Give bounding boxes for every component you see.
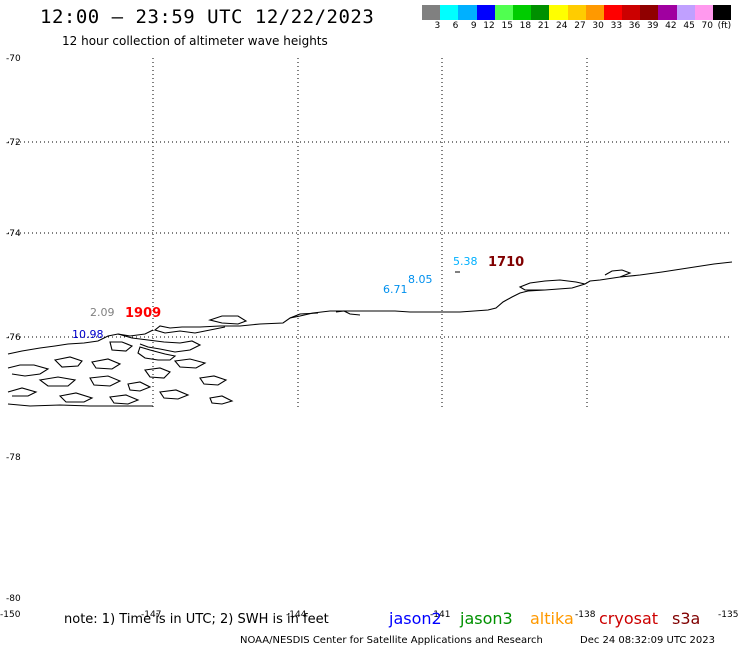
obs-value: 6.71 [383,283,408,296]
obs-value: 2.09 [90,306,115,319]
generated-timestamp: Dec 24 08:32:09 UTC 2023 [580,635,715,646]
graticule [8,58,732,408]
legend-swatch [640,5,659,20]
legend-label: 39 [646,21,659,31]
coastline [7,261,733,407]
legend-swatch [458,5,477,20]
lon-label: -141 [430,610,450,620]
credit-line: NOAA/NESDIS Center for Satellite Applica… [240,635,543,646]
legend-label: 30 [592,21,604,31]
legend-swatch [531,5,550,20]
legend-swatch [476,5,495,20]
obs-value: 5.38 [453,255,478,268]
legend-swatch [422,5,441,20]
lat-label: -72 [6,138,21,148]
legend-label: 24 [556,21,568,31]
legend-swatch [603,5,623,20]
legend-label: 70 [701,21,713,31]
legend-label: 3 [434,21,441,31]
lon-label: -144 [286,610,307,620]
satellite-altika: altika [530,609,574,628]
legend-swatch [585,5,604,20]
legend-label: 45 [683,21,695,31]
obs-time: 1710 [488,255,524,270]
obs-value: 8.05 [408,273,433,286]
observation-labels: 2.09 1909 10.98 5.38 1710 8.05 6.71 [72,255,524,341]
satellite-s3a: s3a [672,609,701,628]
lon-label: -147 [141,610,161,620]
obs-value: 10.98 [72,328,104,341]
map-title: 12:00 – 23:59 UTC 12/22/2023 [40,6,375,28]
legend-label: 18 [519,21,532,31]
longitude-labels: -150 -147 -144 -141 -138 -135 [0,610,738,620]
color-legend [422,5,732,20]
satellite-jason2: jason2 [389,609,442,628]
lat-label: -74 [6,229,21,239]
lat-label: -70 [6,54,21,64]
latitude-labels: -70 -72 -74 -76 -78 -80 [6,54,21,604]
legend-label: 33 [610,21,623,31]
legend-swatch [440,5,459,20]
legend-swatch [658,5,677,20]
lat-label: -80 [6,594,21,604]
obs-time: 1909 [125,306,161,321]
legend-swatch [567,5,586,20]
legend-swatch [694,5,713,20]
legend-label: 15 [501,21,513,31]
color-legend-labels: 3 6 9 12 15 18 21 24 27 30 33 36 39 42 4… [422,21,731,33]
legend-swatch [512,5,532,20]
legend-label: 9 [470,21,477,31]
legend-swatch [549,5,568,20]
legend-swatch [713,5,732,20]
legend-label: 27 [574,21,586,31]
lon-label: -150 [0,610,21,620]
footer-note: note: 1) Time is in UTC; 2) SWH is in fe… [64,612,329,627]
legend-label: 42 [665,21,677,31]
legend-units: (ft) [717,21,732,31]
lon-label: -135 [718,610,738,620]
legend-swatch [622,5,641,20]
legend-swatch [676,5,695,20]
legend-label: 6 [452,21,459,31]
satellite-cryosat: cryosat [599,609,659,628]
legend-label: 36 [628,21,641,31]
satellite-jason3: jason3 [460,609,513,628]
lon-label: -138 [575,610,596,620]
legend-swatch [494,5,513,20]
lat-label: -76 [6,333,21,343]
map-subtitle: 12 hour collection of altimeter wave hei… [62,34,328,48]
lat-label: -78 [6,453,21,463]
legend-label: 12 [483,21,495,31]
legend-label: 21 [537,21,550,31]
